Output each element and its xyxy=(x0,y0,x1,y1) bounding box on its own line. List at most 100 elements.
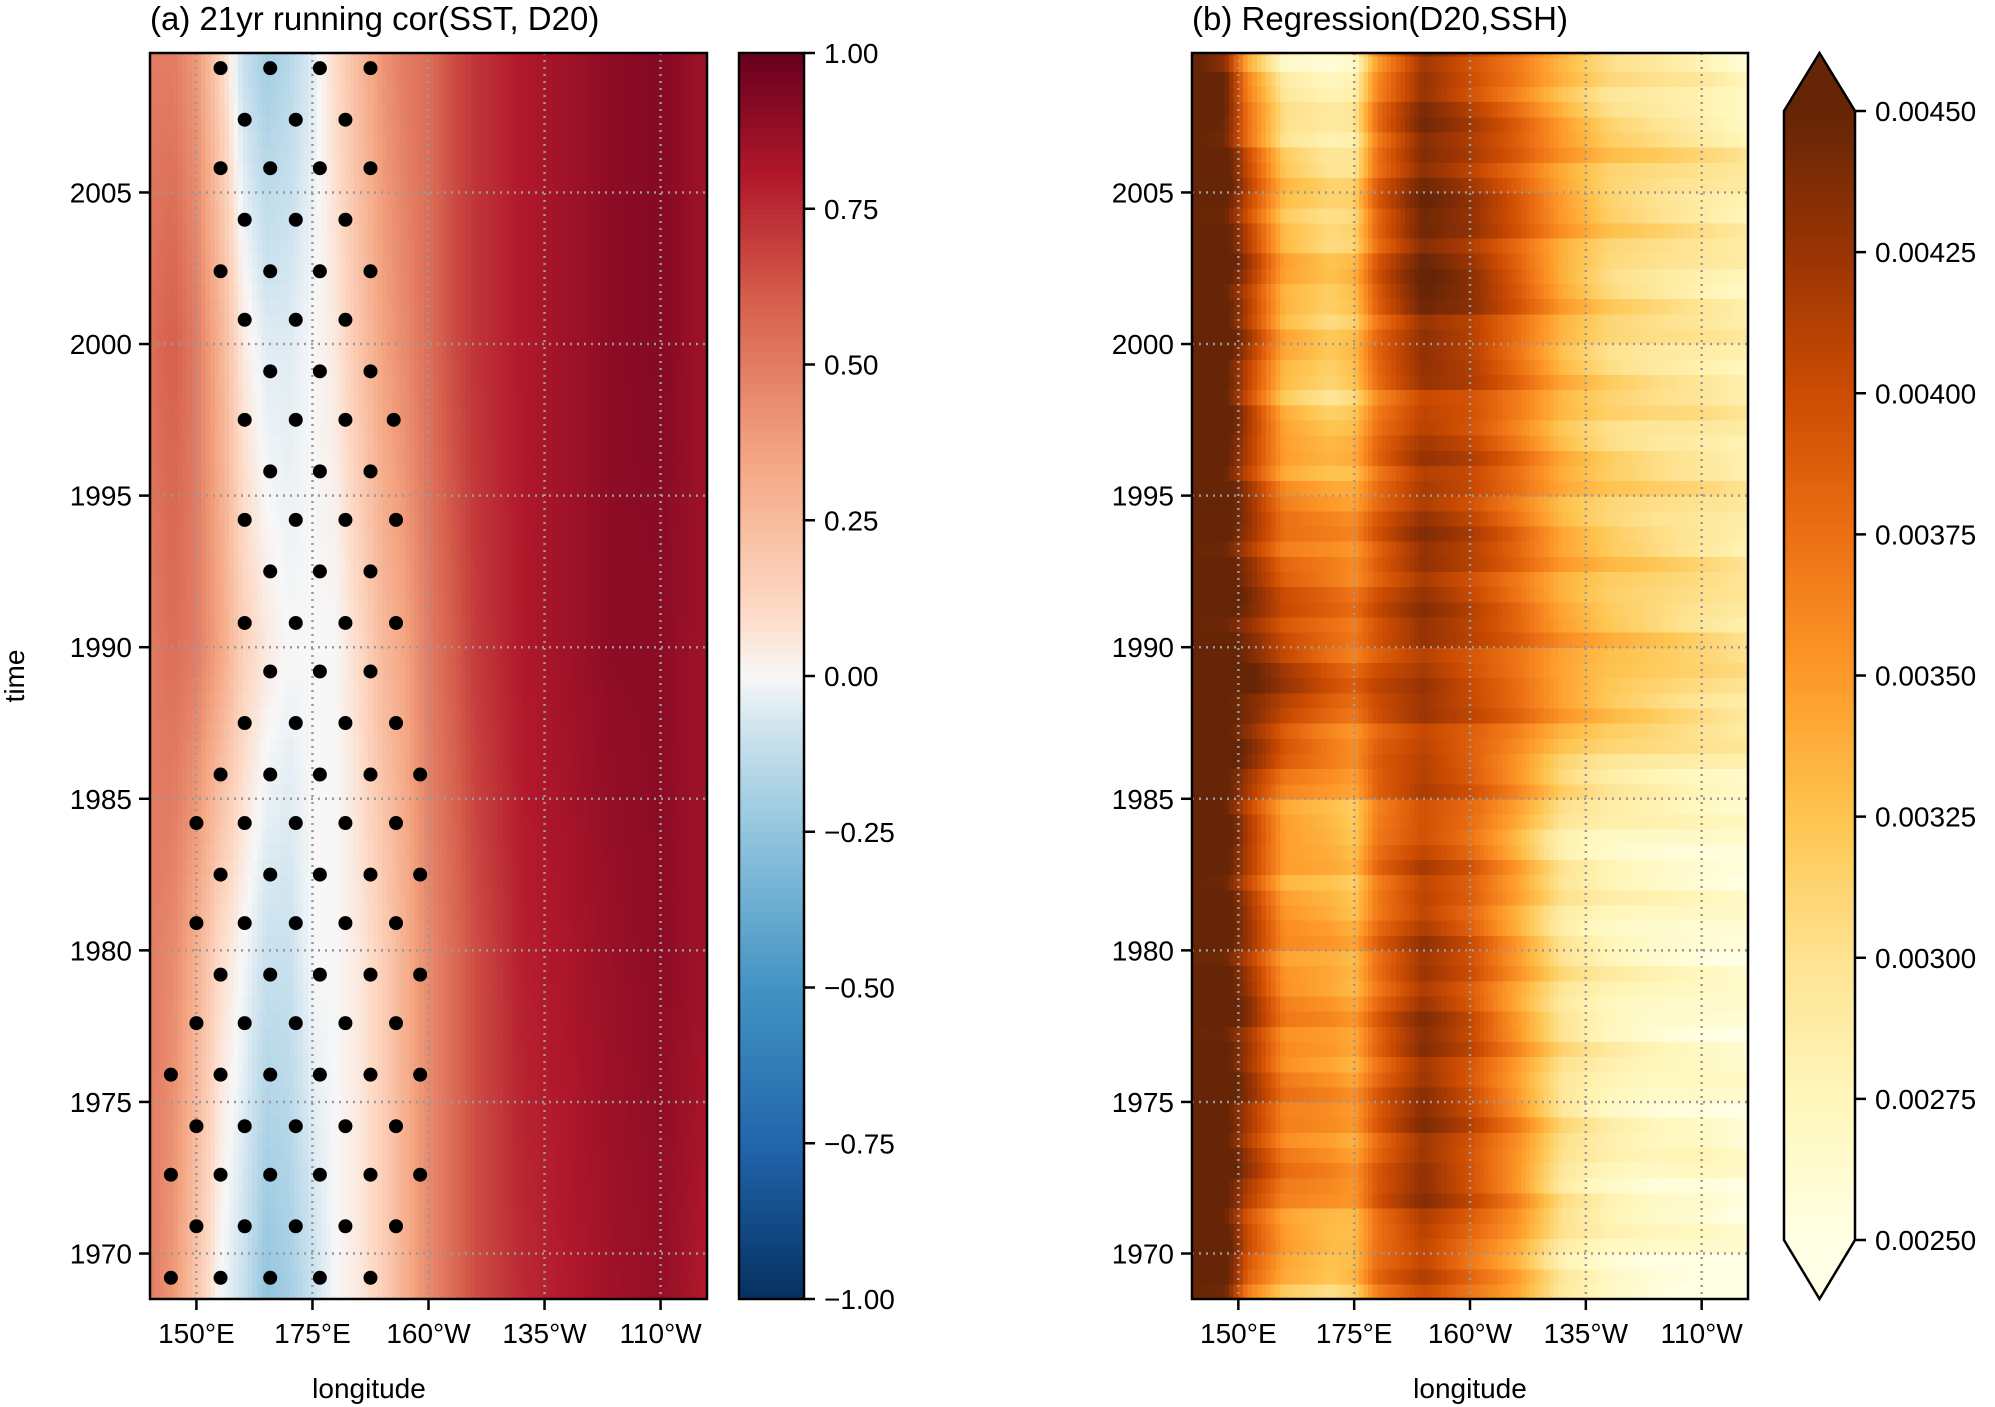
heatmap-cell xyxy=(484,1269,489,1285)
heatmap-cell xyxy=(563,1147,568,1163)
heatmap-cell xyxy=(517,1132,522,1148)
heatmap-cell xyxy=(633,1178,638,1194)
heatmap-cell xyxy=(377,1057,382,1073)
heatmap-cell xyxy=(447,1254,452,1270)
heatmap-cell xyxy=(526,1193,531,1209)
heatmap-cell xyxy=(368,1238,373,1254)
heatmap-cell xyxy=(475,1057,480,1073)
heatmap-cell xyxy=(238,1147,243,1163)
heatmap-cell xyxy=(600,1269,605,1285)
heatmap-cell xyxy=(178,1041,183,1057)
heatmap-cell xyxy=(275,1238,280,1254)
heatmap-cell xyxy=(475,1087,480,1103)
heatmap-cell xyxy=(512,1223,517,1239)
heatmap-cell xyxy=(410,1208,415,1224)
heatmap-cell xyxy=(354,1223,359,1239)
heatmap-cell xyxy=(271,1087,276,1103)
heatmap-cell xyxy=(665,1057,670,1073)
heatmap-cell xyxy=(336,1087,341,1103)
heatmap-cell xyxy=(614,1163,619,1179)
heatmap-cell xyxy=(248,1057,253,1073)
heatmap-cell xyxy=(577,1163,582,1179)
heatmap-cell xyxy=(317,1087,322,1103)
heatmap-cell xyxy=(350,1193,355,1209)
heatmap-cell xyxy=(494,1041,499,1057)
heatmap-cell xyxy=(303,1147,308,1163)
heatmap-cell xyxy=(470,1193,475,1209)
heatmap-cell xyxy=(684,1102,689,1118)
heatmap-cell xyxy=(285,1269,290,1285)
heatmap-cell xyxy=(391,1072,396,1088)
heatmap-cell xyxy=(670,1041,675,1057)
heatmap-cell xyxy=(405,1254,410,1270)
heatmap-cell xyxy=(271,1011,276,1027)
heatmap-cell xyxy=(178,1026,183,1042)
heatmap-cell xyxy=(173,1011,178,1027)
heatmap-cell xyxy=(624,1254,629,1270)
heatmap-cell xyxy=(456,1011,461,1027)
heatmap-cell xyxy=(577,1284,582,1300)
heatmap-cell xyxy=(452,1193,457,1209)
heatmap-cell xyxy=(331,1269,336,1285)
heatmap-cell xyxy=(159,1208,164,1224)
heatmap-cell xyxy=(507,1057,512,1073)
heatmap-cell xyxy=(452,1011,457,1027)
heatmap-cell xyxy=(484,1147,489,1163)
heatmap-cell xyxy=(234,1087,239,1103)
heatmap-cell xyxy=(359,1254,364,1270)
heatmap-cell xyxy=(442,1284,447,1300)
heatmap-cell xyxy=(651,1254,656,1270)
heatmap-cell xyxy=(387,1041,392,1057)
heatmap-cell xyxy=(308,1072,313,1088)
heatmap-cell xyxy=(670,1269,675,1285)
heatmap-cell xyxy=(415,1147,420,1163)
heatmap-cell xyxy=(586,1102,591,1118)
heatmap-cell xyxy=(308,1163,313,1179)
heatmap-cell xyxy=(456,1072,461,1088)
heatmap-cell xyxy=(405,1117,410,1133)
heatmap-cell xyxy=(554,1041,559,1057)
heatmap-cell xyxy=(340,1072,345,1088)
heatmap-cell xyxy=(401,1132,406,1148)
heatmap-cell xyxy=(605,1223,610,1239)
heatmap-cell xyxy=(600,1178,605,1194)
heatmap-cell xyxy=(642,1117,647,1133)
heatmap-cell xyxy=(600,1208,605,1224)
heatmap-cell xyxy=(572,1087,577,1103)
heatmap-cell xyxy=(257,1026,262,1042)
heatmap-cell xyxy=(155,1223,160,1239)
heatmap-cell xyxy=(633,1254,638,1270)
heatmap-cell xyxy=(512,1284,517,1300)
heatmap-cell xyxy=(494,1208,499,1224)
heatmap-cell xyxy=(326,1132,331,1148)
heatmap-cell xyxy=(391,1254,396,1270)
heatmap-cell xyxy=(294,996,299,1012)
heatmap-cell xyxy=(582,1284,587,1300)
heatmap-cell xyxy=(470,1057,475,1073)
heatmap-cell xyxy=(586,1026,591,1042)
heatmap-cell xyxy=(359,1011,364,1027)
heatmap-cell xyxy=(484,1057,489,1073)
heatmap-cell xyxy=(559,1254,564,1270)
heatmap-cell xyxy=(178,1238,183,1254)
heatmap-cell xyxy=(308,1254,313,1270)
heatmap-cell xyxy=(619,1223,624,1239)
heatmap-cell xyxy=(275,1041,280,1057)
heatmap-cell xyxy=(688,1208,693,1224)
heatmap-cell xyxy=(248,1269,253,1285)
heatmap-cell xyxy=(201,1254,206,1270)
heatmap-cell xyxy=(545,1072,550,1088)
heatmap-cell xyxy=(619,1284,624,1300)
heatmap-cell xyxy=(173,996,178,1012)
heatmap-cell xyxy=(633,1011,638,1027)
heatmap-cell xyxy=(647,1147,652,1163)
heatmap-cell xyxy=(248,1072,253,1088)
heatmap-cell xyxy=(517,1223,522,1239)
heatmap-cell xyxy=(350,1178,355,1194)
heatmap-cell xyxy=(299,1057,304,1073)
heatmap-cell xyxy=(238,1193,243,1209)
heatmap-cell xyxy=(405,1238,410,1254)
heatmap-cell xyxy=(234,1102,239,1118)
heatmap-cell xyxy=(183,1178,188,1194)
heatmap-cell xyxy=(531,1269,536,1285)
